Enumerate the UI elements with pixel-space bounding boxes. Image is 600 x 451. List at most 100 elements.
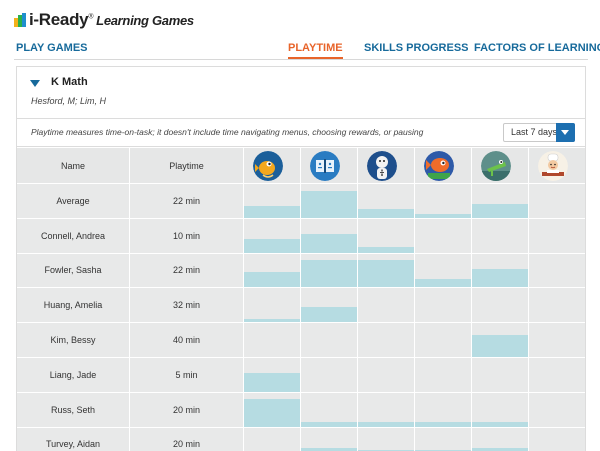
date-range-select[interactable]: Last 7 days — [503, 123, 575, 142]
playtime-value: 40 min — [130, 323, 244, 358]
column-header-game-6[interactable] — [529, 148, 585, 184]
playtime-value: 5 min — [130, 357, 244, 393]
table-row: Huang, Amelia 32 min — [17, 288, 585, 324]
playtime-value: 22 min — [130, 253, 244, 289]
table-row: Liang, Jade 5 min — [17, 357, 585, 393]
game-time-cell — [244, 288, 301, 324]
table-row: Russ, Seth 20 min — [17, 392, 585, 428]
game-time-cell — [472, 323, 529, 358]
game-time-cell — [244, 392, 301, 428]
column-header-name: Name — [17, 148, 130, 184]
game-time-cell — [415, 253, 472, 289]
game-time-cell — [358, 218, 415, 254]
game-time-bar — [472, 335, 528, 357]
top-nav: PLAY GAMES PLAYTIME SKILLS PROGRESS FACT… — [0, 38, 600, 60]
game-time-cell — [529, 184, 585, 219]
brand-subtitle: Learning Games — [96, 12, 194, 28]
game-time-bar — [301, 234, 357, 253]
game-time-bar — [244, 239, 300, 253]
game-time-cell — [301, 218, 358, 254]
dropdown-button[interactable] — [556, 123, 575, 142]
game-time-bar — [358, 449, 414, 451]
game-time-bar — [472, 268, 528, 288]
playtime-note: Playtime measures time-on-task; it doesn… — [31, 127, 424, 137]
table-row: Kim, Bessy 40 min — [17, 323, 585, 358]
student-name: Russ, Seth — [17, 392, 130, 428]
game-time-cell — [244, 427, 301, 451]
chef-game-icon[interactable] — [538, 151, 568, 181]
book-game-icon[interactable] — [310, 151, 340, 181]
game-time-cell — [358, 392, 415, 428]
column-header-game-3[interactable] — [358, 148, 415, 184]
game-time-cell — [244, 184, 301, 219]
game-time-cell — [472, 253, 529, 289]
column-header-playtime: Playtime — [130, 148, 244, 184]
filter-row: Playtime measures time-on-task; it doesn… — [17, 119, 585, 147]
nav-play-games[interactable]: PLAY GAMES — [16, 42, 88, 54]
game-time-bar — [301, 190, 357, 218]
class-title: K Math — [51, 76, 88, 88]
table-header-row: Name Playtime — [17, 148, 585, 184]
table-row: Connell, Andrea 10 min — [17, 218, 585, 254]
game-time-cell — [529, 253, 585, 289]
game-time-cell — [358, 427, 415, 451]
game-time-bar — [301, 421, 357, 427]
student-name: Average — [17, 184, 130, 219]
class-header[interactable]: K Math Hesford, M; Lim, H — [17, 67, 585, 119]
game-time-cell — [415, 427, 472, 451]
fraction-character-game-icon[interactable] — [367, 151, 397, 181]
game-time-cell — [244, 323, 301, 358]
collapse-triangle-icon[interactable] — [30, 80, 40, 87]
game-time-cell — [301, 357, 358, 393]
nav-skills-progress[interactable]: SKILLS PROGRESS — [364, 42, 469, 54]
game-time-bar — [415, 449, 471, 451]
game-time-cell — [529, 323, 585, 358]
game-time-bar — [244, 398, 300, 427]
game-time-cell — [301, 392, 358, 428]
game-time-cell — [358, 184, 415, 219]
student-name: Huang, Amelia — [17, 288, 130, 324]
fish-game-icon[interactable] — [253, 151, 283, 181]
game-time-cell — [415, 323, 472, 358]
game-time-cell — [358, 323, 415, 358]
nav-factors-of-learning[interactable]: FACTORS OF LEARNING — [474, 42, 600, 54]
orange-fish-game-icon[interactable] — [424, 151, 454, 181]
app-logo: i-Ready® Learning Games — [14, 9, 194, 31]
game-time-cell — [415, 357, 472, 393]
game-time-bar — [358, 421, 414, 427]
game-time-bar — [472, 447, 528, 451]
class-panel: K Math Hesford, M; Lim, H Playtime measu… — [16, 66, 586, 451]
game-time-bar — [472, 204, 528, 218]
game-time-cell — [244, 218, 301, 254]
column-header-game-4[interactable] — [415, 148, 472, 184]
game-time-cell — [415, 218, 472, 254]
game-time-bar — [415, 278, 471, 288]
student-name: Fowler, Sasha — [17, 253, 130, 289]
game-time-bar — [244, 272, 300, 288]
game-time-cell — [301, 253, 358, 289]
playtime-value: 32 min — [130, 288, 244, 324]
student-name: Liang, Jade — [17, 357, 130, 393]
crocodile-game-icon[interactable] — [481, 151, 511, 181]
game-time-cell — [472, 184, 529, 219]
column-header-game-2[interactable] — [301, 148, 358, 184]
game-time-cell — [358, 357, 415, 393]
student-name: Kim, Bessy — [17, 323, 130, 358]
game-time-cell — [472, 218, 529, 254]
class-teachers: Hesford, M; Lim, H — [31, 96, 107, 106]
game-time-bar — [244, 373, 300, 392]
game-time-cell — [301, 184, 358, 219]
game-time-bar — [301, 260, 357, 288]
game-time-bar — [244, 205, 300, 218]
game-time-cell — [529, 288, 585, 324]
playtime-value: 22 min — [130, 184, 244, 219]
table-row: Fowler, Sasha 22 min — [17, 253, 585, 289]
column-header-game-1[interactable] — [244, 148, 301, 184]
game-time-cell — [358, 288, 415, 324]
column-header-game-5[interactable] — [472, 148, 529, 184]
game-time-cell — [415, 392, 472, 428]
game-time-bar — [415, 421, 471, 427]
nav-playtime[interactable]: PLAYTIME — [288, 38, 343, 59]
table-row: Average 22 min — [17, 184, 585, 219]
game-time-cell — [472, 357, 529, 393]
